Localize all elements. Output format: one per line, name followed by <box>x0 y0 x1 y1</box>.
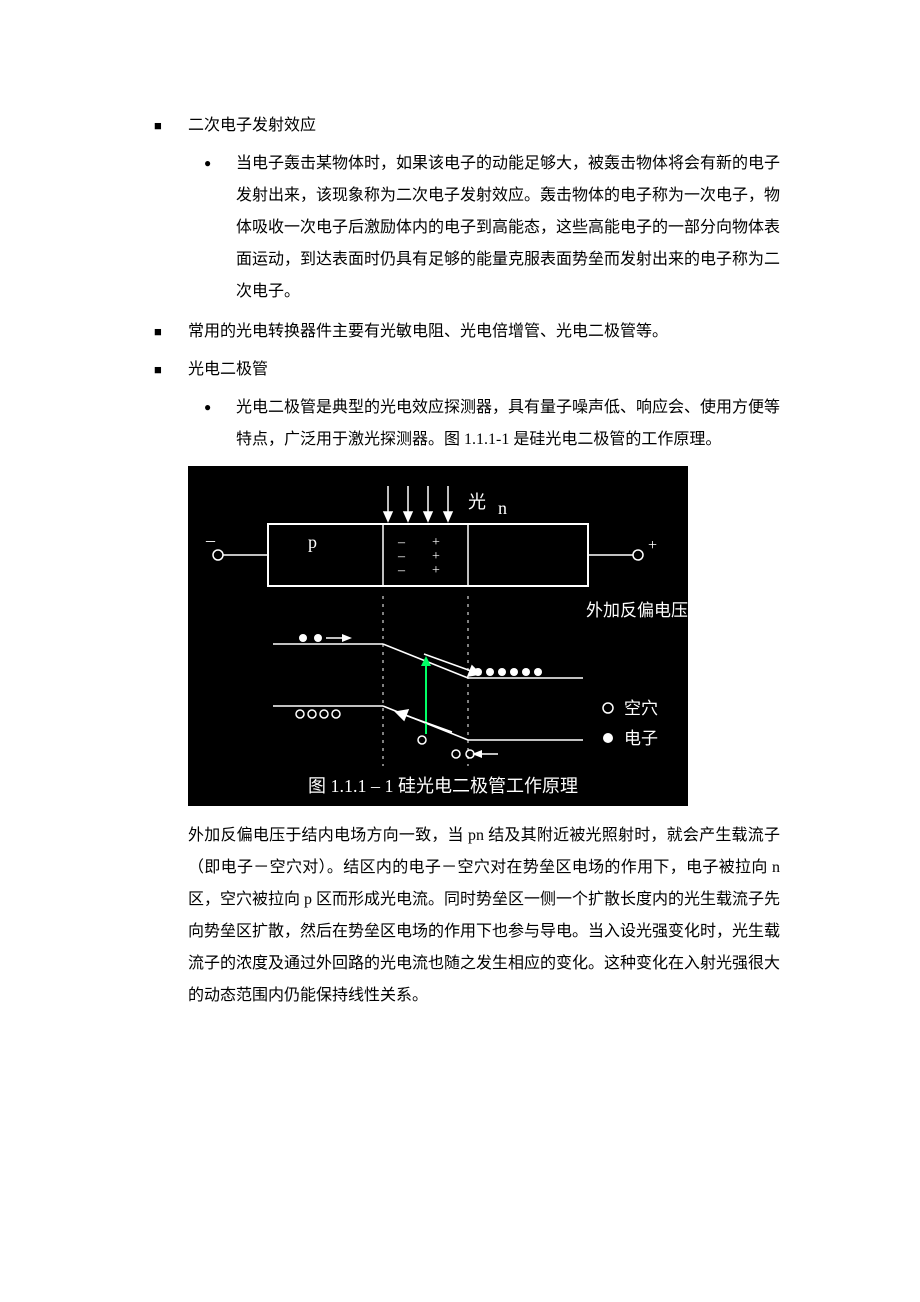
svg-text:+: + <box>432 563 440 578</box>
svg-text:–: – <box>397 535 406 550</box>
svg-text:–: – <box>397 549 406 564</box>
figure-container: 光 p n ––– +++ – + 外加反偏电压 <box>140 466 780 806</box>
paragraph-after-figure: 外加反偏电压于结内电场方向一致，当 pn 结及其附近被光照射时，就会产生载流子（… <box>140 820 780 1012</box>
terminal-right: + <box>648 537 657 554</box>
label-ext-bias: 外加反偏电压 <box>586 601 688 620</box>
bullet-sec1-sub1: 当电子轰击某物体时，如果该电子的动能足够大，被轰击物体将会有新的电子发射出来，该… <box>140 148 780 308</box>
bullet-sec3-title: 光电二极管 <box>140 354 780 386</box>
svg-text:+: + <box>432 535 440 550</box>
label-p: p <box>308 532 317 552</box>
figure-photodiode: 光 p n ––– +++ – + 外加反偏电压 <box>188 466 688 806</box>
label-light: 光 <box>468 492 486 512</box>
bullet-sec2-title: 常用的光电转换器件主要有光敏电阻、光电倍增管、光电二极管等。 <box>140 316 780 348</box>
legend-electron: 电子 <box>624 729 658 748</box>
svg-text:+: + <box>432 549 440 564</box>
legend-hole: 空穴 <box>624 699 658 718</box>
figure-svg: 光 p n ––– +++ – + 外加反偏电压 <box>188 466 688 806</box>
terminal-left: – <box>205 530 216 550</box>
bullet-sec3-sub1: 光电二极管是典型的光电效应探测器，具有量子噪声低、响应会、使用方便等特点，广泛用… <box>140 392 780 456</box>
figure-caption: 图 1.1.1 – 1 硅光电二极管工作原理 <box>308 776 578 796</box>
svg-text:–: – <box>397 563 406 578</box>
bullet-sec1-title: 二次电子发射效应 <box>140 110 780 142</box>
label-n: n <box>498 498 507 518</box>
